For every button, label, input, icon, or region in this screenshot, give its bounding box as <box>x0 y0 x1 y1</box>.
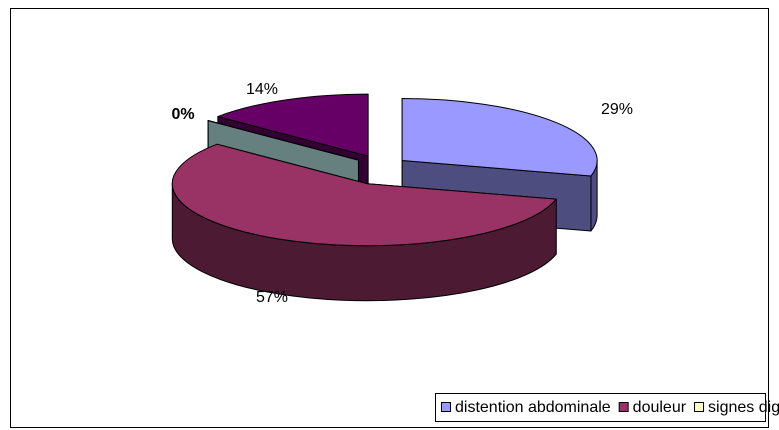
legend-swatch <box>441 402 451 412</box>
legend-label: douleur <box>633 399 687 416</box>
legend-label: distention abdominale <box>455 399 611 416</box>
slice-top <box>171 143 557 247</box>
legend-swatch <box>618 402 629 412</box>
data-label: 57% <box>256 289 288 306</box>
legend: distention abdominale douleur signes diges… <box>435 393 779 422</box>
data-label: 14% <box>246 81 278 98</box>
slice-top <box>217 93 369 157</box>
slice-top <box>401 98 598 177</box>
legend-box <box>435 393 766 422</box>
legend-label: signes digestifs <box>708 399 779 416</box>
legend-swatch <box>694 402 705 412</box>
slice-top <box>207 120 359 161</box>
data-label: 29% <box>601 101 633 118</box>
data-label: 0% <box>171 106 194 123</box>
slice <box>171 143 557 302</box>
